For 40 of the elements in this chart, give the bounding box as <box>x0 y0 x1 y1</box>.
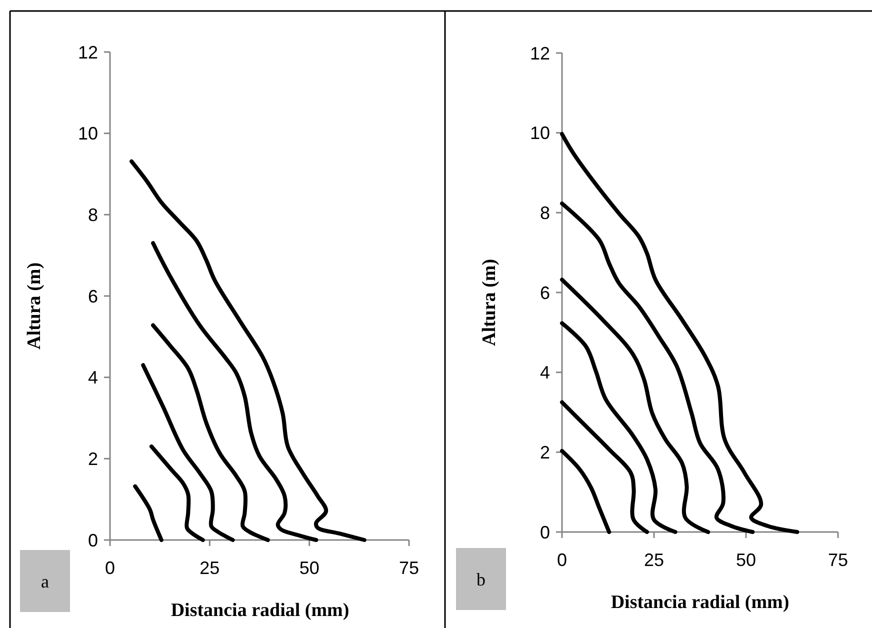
line-series <box>141 363 235 542</box>
y-tick-label: 0 <box>88 530 98 550</box>
x-tick-label: 75 <box>828 550 848 570</box>
y-tick-label: 10 <box>78 124 98 144</box>
line-series <box>560 400 650 534</box>
y-tick-label: 8 <box>88 204 98 225</box>
x-axis-title: Distancia radial (mm) <box>170 600 350 621</box>
x-tick-label: 50 <box>299 558 320 578</box>
line-series <box>151 241 318 542</box>
x-tick-label: 25 <box>644 550 664 570</box>
y-tick-label: 2 <box>88 448 98 469</box>
line-series <box>133 484 164 542</box>
x-axis-title: Distancia radial (mm) <box>610 592 790 613</box>
line-series <box>560 448 612 534</box>
line-series <box>130 159 366 542</box>
x-tick-label: 0 <box>556 550 568 570</box>
y-tick-label: 10 <box>530 123 550 144</box>
line-series <box>560 132 800 534</box>
x-tick-label: 0 <box>104 558 116 578</box>
line-series <box>560 201 755 534</box>
y-tick-label: 8 <box>540 202 550 223</box>
y-tick-label: 0 <box>540 522 550 542</box>
line-series <box>151 323 270 542</box>
text: a <box>41 571 49 592</box>
line-series <box>560 321 678 534</box>
y-tick-label: 12 <box>530 43 550 64</box>
y-tick-label: 4 <box>540 362 550 383</box>
x-tick-label: 25 <box>200 558 220 578</box>
x-tick-label: 50 <box>736 550 756 570</box>
line-series <box>149 444 205 542</box>
line-series <box>560 278 710 534</box>
y-tick-label: 2 <box>540 442 550 462</box>
y-tick-label: 12 <box>78 42 98 62</box>
y-tick-label: 4 <box>88 368 98 388</box>
y-axis-title: Altura (m) <box>24 262 45 350</box>
y-tick-label: 6 <box>540 282 550 303</box>
y-axis-title: Altura (m) <box>479 258 500 346</box>
y-tick-label: 6 <box>88 286 98 306</box>
x-tick-label: 75 <box>398 558 420 578</box>
text: b <box>476 569 486 590</box>
